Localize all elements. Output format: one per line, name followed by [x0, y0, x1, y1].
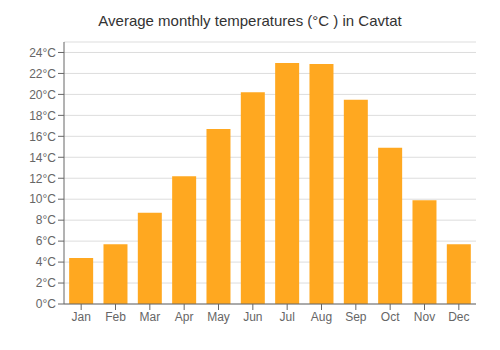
- svg-text:6°C: 6°C: [36, 234, 56, 248]
- svg-text:Jul: Jul: [279, 310, 294, 324]
- svg-text:Nov: Nov: [414, 310, 435, 324]
- svg-text:Jan: Jan: [71, 310, 90, 324]
- svg-text:18°C: 18°C: [29, 109, 56, 123]
- svg-text:2°C: 2°C: [36, 276, 56, 290]
- svg-text:Apr: Apr: [175, 310, 194, 324]
- svg-text:20°C: 20°C: [29, 88, 56, 102]
- svg-text:Dec: Dec: [448, 310, 469, 324]
- svg-text:10°C: 10°C: [29, 192, 56, 206]
- svg-text:Aug: Aug: [311, 310, 332, 324]
- svg-text:0°C: 0°C: [36, 297, 56, 311]
- svg-text:Oct: Oct: [381, 310, 400, 324]
- svg-text:12°C: 12°C: [29, 172, 56, 186]
- svg-text:Mar: Mar: [139, 310, 160, 324]
- svg-text:4°C: 4°C: [36, 255, 56, 269]
- svg-text:May: May: [207, 310, 230, 324]
- svg-text:24°C: 24°C: [29, 46, 56, 60]
- svg-text:Feb: Feb: [105, 310, 126, 324]
- svg-text:22°C: 22°C: [29, 67, 56, 81]
- svg-text:8°C: 8°C: [36, 213, 56, 227]
- svg-text:Jun: Jun: [243, 310, 262, 324]
- svg-text:Sep: Sep: [345, 310, 367, 324]
- html-text:Average monthly temperatures (: Average monthly temperatures (°C ) in Ca…: [98, 12, 402, 29]
- svg-text:14°C: 14°C: [29, 151, 56, 165]
- svg-text:16°C: 16°C: [29, 130, 56, 144]
